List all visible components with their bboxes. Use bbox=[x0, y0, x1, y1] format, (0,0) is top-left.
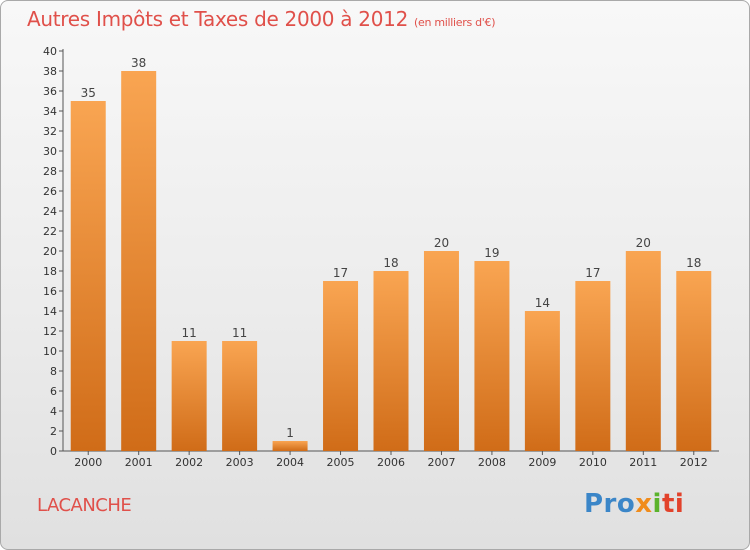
y-tick-label: 4 bbox=[50, 405, 57, 418]
x-tick-label: 2002 bbox=[175, 456, 203, 469]
x-tick-label: 2008 bbox=[478, 456, 506, 469]
x-tick-label: 2007 bbox=[427, 456, 455, 469]
bar bbox=[676, 271, 712, 451]
bar bbox=[70, 101, 106, 451]
x-tick-label: 2011 bbox=[629, 456, 657, 469]
y-tick-label: 0 bbox=[50, 445, 57, 458]
y-tick-label: 32 bbox=[43, 125, 57, 138]
bar-value-label: 35 bbox=[81, 86, 96, 100]
bar bbox=[323, 281, 359, 451]
x-tick-label: 2003 bbox=[226, 456, 254, 469]
bar-value-label: 11 bbox=[232, 326, 247, 340]
bar bbox=[423, 251, 459, 451]
x-tick-label: 2006 bbox=[377, 456, 405, 469]
y-tick-label: 2 bbox=[50, 425, 57, 438]
bar-value-label: 19 bbox=[484, 246, 499, 260]
bar bbox=[524, 311, 560, 451]
y-tick-label: 10 bbox=[43, 345, 57, 358]
y-tick-label: 14 bbox=[43, 305, 57, 318]
x-tick-label: 2000 bbox=[74, 456, 102, 469]
y-tick-label: 36 bbox=[43, 85, 57, 98]
bar-value-label: 1 bbox=[286, 426, 294, 440]
x-tick-label: 2012 bbox=[680, 456, 708, 469]
commune-name: LACANCHE bbox=[37, 495, 132, 516]
bar-value-label: 17 bbox=[333, 266, 348, 280]
bar bbox=[625, 251, 661, 451]
bar-value-label: 18 bbox=[383, 256, 398, 270]
bar-value-label: 18 bbox=[686, 256, 701, 270]
proxiti-logo[interactable]: Proxiti bbox=[584, 489, 684, 519]
bar-value-label: 11 bbox=[182, 326, 197, 340]
y-tick-label: 40 bbox=[43, 45, 57, 58]
y-tick-label: 16 bbox=[43, 285, 57, 298]
logo-part-1: Pro bbox=[584, 489, 636, 519]
bar bbox=[121, 71, 157, 451]
bar bbox=[272, 441, 308, 451]
logo-part-4: ti bbox=[661, 489, 685, 519]
y-tick-label: 28 bbox=[43, 165, 57, 178]
y-tick-label: 24 bbox=[43, 205, 57, 218]
bar-value-label: 38 bbox=[131, 56, 146, 70]
bar-value-label: 20 bbox=[434, 236, 449, 250]
bar bbox=[222, 341, 258, 451]
x-tick-label: 2001 bbox=[125, 456, 153, 469]
bar-value-label: 17 bbox=[585, 266, 600, 280]
y-tick-label: 34 bbox=[43, 105, 57, 118]
x-tick-label: 2010 bbox=[579, 456, 607, 469]
y-tick-label: 26 bbox=[43, 185, 57, 198]
x-tick-label: 2009 bbox=[528, 456, 556, 469]
y-tick-label: 20 bbox=[43, 245, 57, 258]
chart-title: Autres Impôts et Taxes de 2000 à 2012 (en… bbox=[27, 7, 495, 31]
y-tick-label: 30 bbox=[43, 145, 57, 158]
chart-title-text: Autres Impôts et Taxes de 2000 à 2012 bbox=[27, 7, 408, 31]
chart-subtitle: (en milliers d'€) bbox=[414, 16, 496, 29]
y-tick-label: 18 bbox=[43, 265, 57, 278]
bar bbox=[373, 271, 409, 451]
x-tick-label: 2005 bbox=[327, 456, 355, 469]
bar bbox=[575, 281, 611, 451]
bar-value-label: 14 bbox=[535, 296, 550, 310]
logo-part-3: i bbox=[652, 489, 662, 519]
bar bbox=[171, 341, 207, 451]
y-tick-label: 8 bbox=[50, 365, 57, 378]
logo-part-2: x bbox=[635, 489, 653, 519]
bar bbox=[474, 261, 510, 451]
y-tick-label: 38 bbox=[43, 65, 57, 78]
x-tick-label: 2004 bbox=[276, 456, 304, 469]
y-tick-label: 6 bbox=[50, 385, 57, 398]
bar-value-label: 20 bbox=[636, 236, 651, 250]
y-tick-label: 22 bbox=[43, 225, 57, 238]
y-tick-label: 12 bbox=[43, 325, 57, 338]
